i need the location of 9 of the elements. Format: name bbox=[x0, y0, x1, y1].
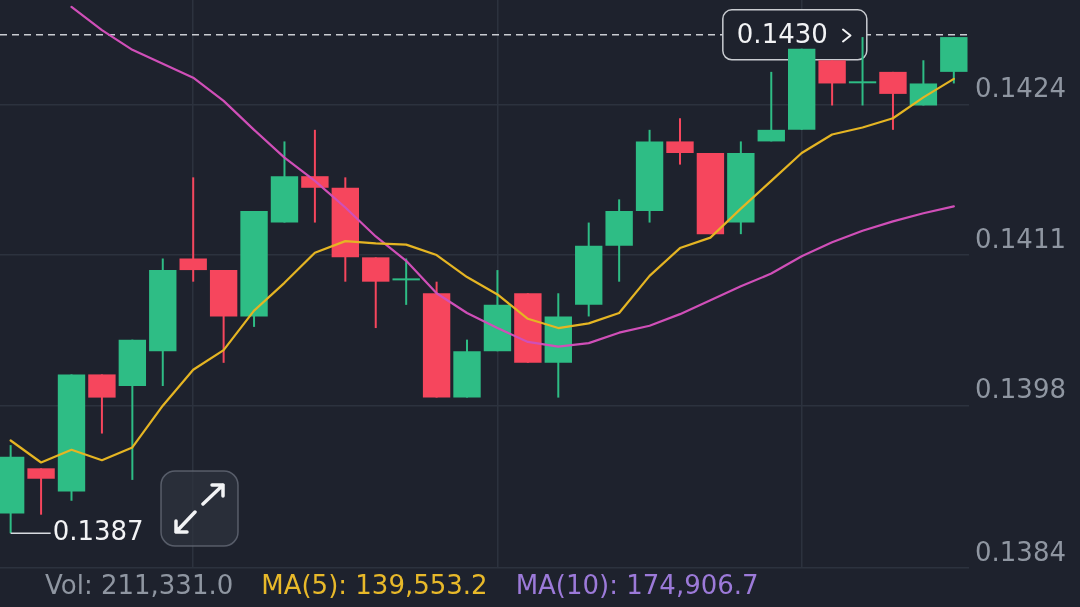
y-tick-label: 0.1398 bbox=[975, 374, 1067, 405]
ref-line-label: 0.1430 bbox=[736, 18, 828, 49]
annotation: 0.1387 bbox=[52, 515, 144, 546]
y-tick-label: 0.1411 bbox=[975, 223, 1067, 254]
text: MA(10): 174,906.7 bbox=[515, 570, 759, 601]
text: Vol: 211,331.0 bbox=[45, 570, 234, 601]
text: MA(5): 139,553.2 bbox=[261, 570, 488, 601]
y-tick-label: 0.1384 bbox=[975, 536, 1067, 567]
y-tick-label: 0.1424 bbox=[975, 73, 1067, 104]
